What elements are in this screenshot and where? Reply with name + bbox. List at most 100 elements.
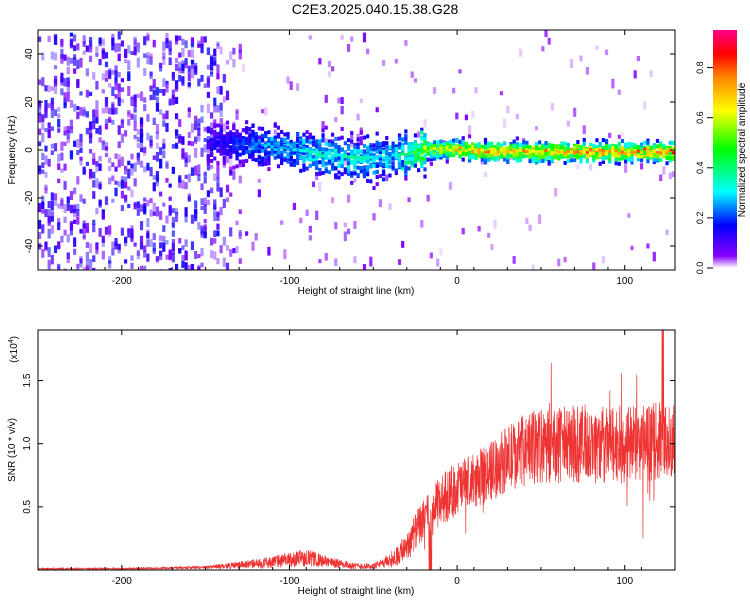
heatmap-cell	[216, 167, 220, 172]
heatmap-cell	[184, 58, 188, 65]
heatmap-cell	[133, 178, 137, 187]
heatmap-cell	[286, 76, 290, 84]
heatmap-cell	[471, 155, 475, 160]
heatmap-ridge-cell	[356, 157, 360, 161]
heatmap-ridge-cell	[251, 142, 255, 146]
heatmap-cell	[238, 152, 242, 157]
heatmap-ridge-cell	[280, 146, 284, 150]
heatmap-cell	[50, 150, 54, 156]
heatmap-cell	[104, 105, 109, 114]
heatmap-cell	[133, 39, 137, 47]
heatmap-cell	[350, 171, 354, 176]
heatmap-cell	[152, 211, 156, 216]
heatmap-cell	[229, 136, 233, 141]
heatmap-cell	[216, 43, 220, 49]
heatmap-ridge-cell	[582, 148, 586, 152]
heatmap-cell	[108, 107, 112, 115]
heatmap-cell	[114, 153, 118, 159]
heatmap-cell	[331, 157, 335, 162]
heatmap-cell	[104, 52, 109, 59]
heatmap-cell	[267, 167, 271, 172]
heatmap-cell	[152, 242, 156, 252]
heatmap-ridge-cell	[426, 147, 430, 151]
snr-y-tick-label: 1.5	[22, 373, 33, 387]
heatmap-cell	[162, 56, 166, 65]
heatmap-cell	[362, 171, 367, 176]
heatmap-cell	[378, 174, 382, 179]
heatmap-cell	[136, 46, 140, 53]
heatmap-cell	[232, 170, 236, 180]
heatmap-cell	[117, 141, 121, 149]
heatmap-cell	[69, 191, 74, 201]
heatmap-cell	[73, 219, 77, 224]
heatmap-cell	[308, 132, 312, 137]
heatmap-cell	[98, 39, 102, 47]
heatmap-cell	[168, 183, 172, 188]
heatmap-ridge-cell	[324, 151, 328, 155]
heatmap-cell	[232, 135, 236, 140]
heatmap-cell	[162, 113, 166, 120]
heatmap-cell	[299, 217, 303, 224]
heatmap-cell	[98, 58, 102, 66]
heatmap-cell	[423, 132, 427, 137]
heatmap-cell	[57, 265, 61, 270]
heatmap-cell	[104, 196, 109, 205]
heatmap-cell	[391, 150, 395, 155]
heatmap-cell	[254, 157, 258, 162]
heatmap-cell	[487, 157, 491, 162]
heatmap-cell	[582, 125, 586, 135]
heatmap-cell	[340, 164, 344, 169]
heatmap-cell	[152, 90, 156, 101]
heatmap-cell	[203, 171, 207, 177]
heatmap-ridge-cell	[560, 150, 564, 154]
heatmap-cell	[289, 139, 293, 144]
heatmap-cell	[225, 245, 230, 251]
heatmap-cell	[248, 135, 252, 140]
heatmap-cell	[216, 223, 220, 230]
heatmap-cell	[181, 76, 185, 86]
heatmap-cell	[251, 146, 255, 151]
heatmap-cell	[76, 209, 80, 217]
heatmap-cell	[544, 157, 548, 162]
snr-panel: -200 -100 0 100 0.51.01.5 Height of straigh…	[7, 329, 676, 597]
heatmap-cell	[219, 117, 223, 122]
heatmap-cell	[665, 161, 669, 166]
heatmap-cell	[506, 106, 510, 114]
heatmap-cell	[353, 150, 357, 155]
heatmap-cell	[53, 35, 58, 45]
heatmap-cell	[123, 259, 128, 264]
heatmap-cell	[225, 120, 230, 125]
heatmap-cell	[276, 154, 281, 159]
heatmap-ridge-cell	[436, 147, 440, 151]
heatmap-cell	[95, 161, 99, 167]
heatmap-cell	[168, 268, 172, 270]
heatmap-cell	[127, 168, 131, 179]
heatmap-ridge-cell	[464, 149, 468, 153]
heatmap-cell	[209, 61, 214, 71]
heatmap-ridge-cell	[503, 149, 507, 153]
heatmap-cell	[213, 106, 217, 113]
heatmap-cell	[337, 170, 341, 175]
heatmap-cell	[133, 242, 137, 247]
heatmap-cell	[117, 154, 121, 161]
heatmap-cell	[178, 134, 182, 140]
heatmap-cell	[601, 156, 605, 161]
heatmap-cell	[130, 262, 134, 269]
heatmap-cell	[668, 156, 672, 161]
heatmap-cell	[85, 127, 89, 135]
heatmap-ridge-cell	[649, 151, 653, 155]
heatmap-cell	[337, 175, 341, 180]
heatmap-cell	[108, 118, 112, 123]
heatmap-cell	[159, 109, 163, 115]
heatmap-cell	[222, 198, 226, 209]
heatmap-ridge-cell	[566, 150, 570, 154]
heatmap-cell	[241, 138, 246, 143]
heatmap-cell	[168, 41, 172, 52]
heatmap-cell	[267, 130, 271, 135]
heatmap-cell	[232, 59, 236, 68]
heatmap-cell	[92, 72, 96, 80]
heatmap-cell	[101, 50, 105, 60]
heatmap-cell	[359, 130, 363, 135]
heatmap-cell	[245, 120, 249, 125]
